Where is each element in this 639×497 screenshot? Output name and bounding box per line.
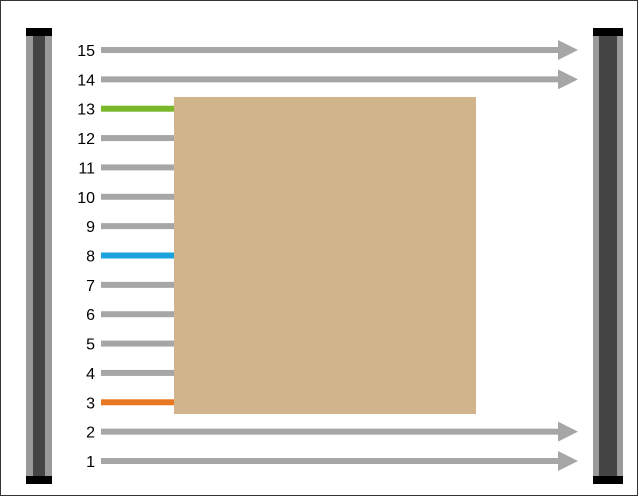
beam-label-1: 1	[86, 454, 95, 471]
beam-label-11: 11	[78, 160, 95, 177]
beam-3	[101, 399, 178, 406]
beam-label-8: 8	[86, 249, 95, 266]
beams-layer	[101, 40, 578, 471]
emitter-window	[33, 32, 45, 480]
beam-label-12: 12	[77, 131, 95, 148]
beam-8	[101, 252, 178, 259]
beam-9	[101, 223, 178, 230]
beam-stub	[101, 311, 178, 318]
beam-line	[101, 458, 560, 464]
receiver-window	[599, 32, 617, 480]
arrow-head-icon	[558, 69, 578, 90]
beam-15	[101, 40, 578, 60]
blocking-object	[174, 97, 476, 414]
beam-label-3: 3	[86, 395, 95, 412]
beam-label-10: 10	[77, 190, 95, 207]
emitter-bottom-cap	[26, 476, 52, 484]
beam-label-6: 6	[86, 307, 95, 324]
beam-label-4: 4	[86, 366, 95, 383]
beam-7	[101, 281, 178, 288]
beam-stub	[101, 105, 178, 112]
beam-label-7: 7	[86, 278, 95, 295]
beam-line	[101, 76, 560, 83]
beam-13	[101, 105, 178, 112]
arrow-head-icon	[558, 421, 578, 442]
beam-stub	[101, 281, 178, 288]
beam-line	[101, 428, 560, 435]
beam-label-2: 2	[86, 425, 95, 442]
beam-11	[101, 164, 178, 171]
beam-stub	[101, 252, 178, 259]
receiver-bar	[593, 28, 623, 484]
beam-label-9: 9	[86, 219, 95, 236]
receiver-top-cap	[593, 28, 623, 36]
beam-10	[101, 193, 178, 200]
beam-stub	[101, 135, 178, 142]
beam-label-5: 5	[86, 337, 95, 354]
beam-4	[101, 369, 178, 376]
emitter-bar	[26, 28, 52, 484]
beam-5	[101, 340, 178, 347]
emitter-top-cap	[26, 28, 52, 36]
receiver-bottom-cap	[593, 476, 623, 484]
beam-2	[101, 421, 578, 442]
beam-stub	[101, 340, 178, 347]
arrow-head-icon	[558, 40, 578, 60]
beam-line	[101, 47, 560, 53]
beam-label-13: 13	[77, 102, 95, 119]
beam-stub	[101, 369, 178, 376]
arrow-head-icon	[558, 451, 578, 471]
beam-12	[101, 135, 178, 142]
beam-label-15: 15	[77, 43, 95, 60]
beam-1	[101, 451, 578, 471]
beam-stub	[101, 193, 178, 200]
beam-stub	[101, 223, 178, 230]
beam-stub	[101, 164, 178, 171]
beam-label-14: 14	[77, 72, 95, 89]
beam-6	[101, 311, 178, 318]
beam-stub	[101, 399, 178, 406]
beam-14	[101, 69, 578, 90]
